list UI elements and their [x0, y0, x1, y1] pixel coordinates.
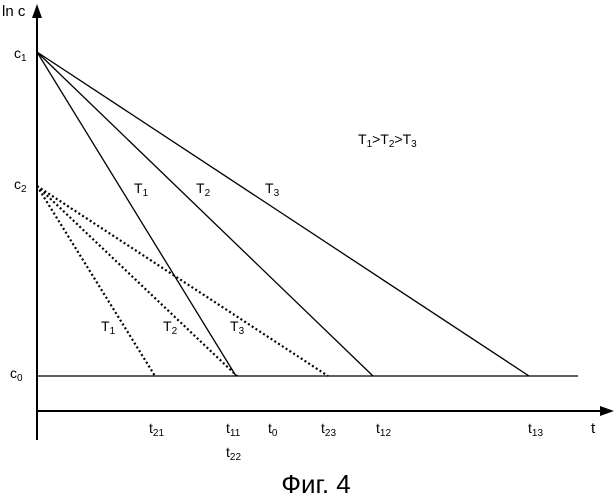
- dotted-label-T3: T3: [230, 318, 245, 337]
- x-label-t12: t12: [376, 420, 391, 439]
- x-label-t11: t11: [226, 420, 241, 439]
- solid-line-T2: [37, 52, 373, 376]
- x-label-t0: t0: [268, 420, 278, 439]
- x-axis-arrow: [600, 406, 614, 416]
- y-label-c1: c1: [14, 45, 27, 64]
- y-label-c0: c0: [10, 365, 23, 384]
- x-label-t22: t22: [226, 444, 241, 463]
- relation-label: T1>T2>T3: [358, 131, 417, 150]
- figure-caption: Фиг. 4: [281, 469, 351, 499]
- solid-label-T3: T3: [265, 180, 280, 199]
- x-label-t13: t13: [528, 420, 543, 439]
- x-label-t21: t21: [149, 420, 164, 439]
- dotted-label-T2: T2: [163, 318, 178, 337]
- dotted-label-T1: T1: [101, 318, 116, 337]
- solid-label-T2: T2: [196, 180, 211, 199]
- x-label-t23: t23: [321, 420, 336, 439]
- solid-label-T1: T1: [134, 180, 149, 199]
- y-axis-title: ln c: [2, 3, 26, 20]
- x-axis-title: t: [591, 420, 596, 437]
- y-axis-arrow: [32, 4, 42, 18]
- y-label-c2: c2: [14, 176, 27, 195]
